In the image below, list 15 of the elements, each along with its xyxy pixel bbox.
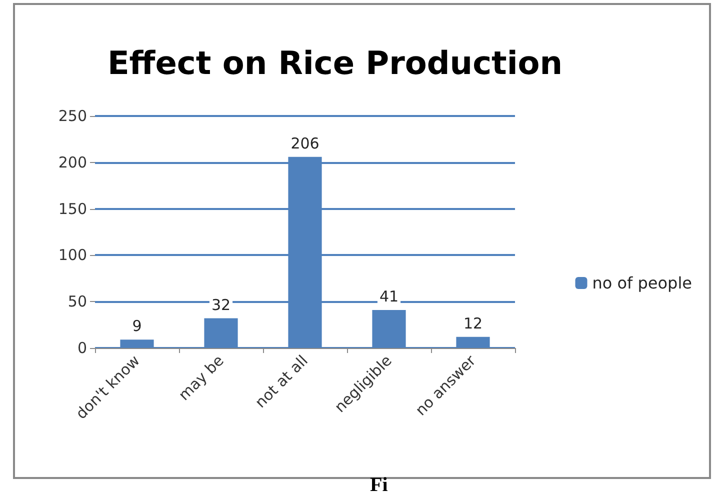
x-tick-label: not at all bbox=[252, 352, 312, 412]
y-tick-label: 100 bbox=[58, 246, 87, 264]
chart-title: Effect on Rice Production bbox=[107, 44, 563, 82]
data-label: 41 bbox=[379, 287, 399, 306]
legend-label: no of people bbox=[592, 274, 692, 292]
y-tick-label: 200 bbox=[58, 153, 87, 172]
text: Fi bbox=[370, 474, 388, 496]
y-tick-label: 250 bbox=[58, 107, 87, 125]
y-tick-label: 150 bbox=[58, 200, 87, 218]
y-tick-label: 50 bbox=[68, 292, 87, 311]
data-label: 9 bbox=[132, 317, 142, 336]
data-label: 206 bbox=[290, 134, 320, 152]
y-tick-label: 0 bbox=[77, 339, 87, 357]
data-label: 12 bbox=[463, 314, 483, 332]
data-label: 32 bbox=[211, 296, 231, 314]
